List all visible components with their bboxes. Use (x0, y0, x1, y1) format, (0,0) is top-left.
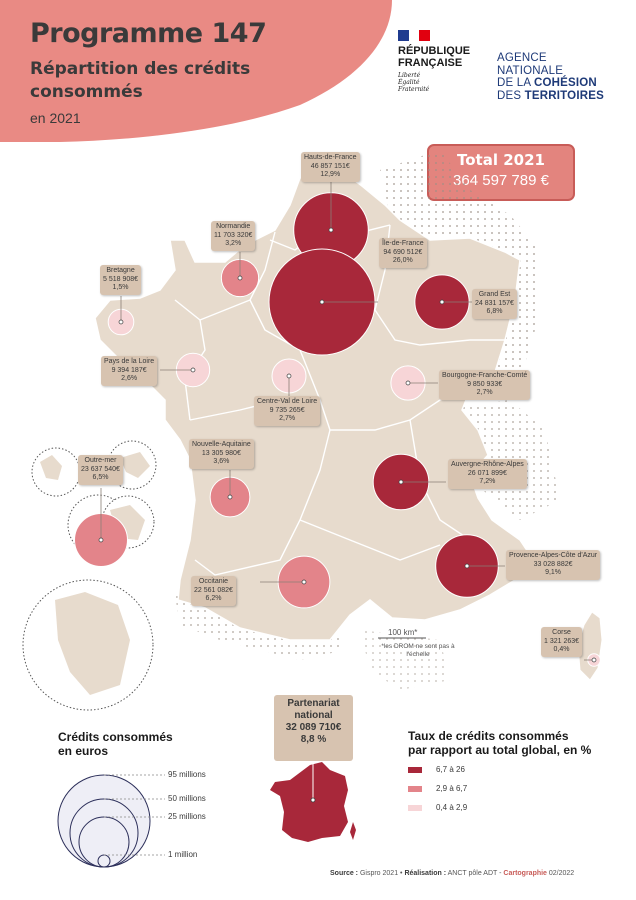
anct-line1: AGENCE (497, 52, 547, 64)
rf-line2: FRANÇAISE (398, 57, 463, 69)
label-pays-de-la-loire: Pays de la Loire 9 394 187€ 2,6% (101, 356, 158, 386)
legend-size-50: 50 millions (168, 794, 206, 803)
partenariat-national-box: Partenariat national 32 089 710€ 8,8 % (274, 695, 353, 761)
legend-size-circles (57, 774, 165, 868)
legend-color-low: 0,4 à 2,9 (436, 803, 468, 812)
symbol-center-dot (190, 367, 196, 373)
legend-size-95: 95 millions (168, 770, 206, 779)
symbol-center-dot (439, 299, 445, 305)
label-centre-val-de-loire: Centre-Val de Loire 9 735 265€ 2,7% (254, 396, 321, 426)
partenariat-line1: Partenariat (287, 698, 340, 709)
label-grand-est: Grand Est 24 831 157€ 6,8% (472, 289, 517, 319)
legend-color-title: Taux de crédits consommés par rapport au … (408, 729, 592, 757)
label-corse: Corse 1 321 263€ 0,4% (541, 627, 583, 657)
legend-color-high: 6,7 à 26 (436, 765, 465, 774)
legend-swatch-high (408, 767, 422, 773)
anct-line2: NATIONALE (497, 64, 564, 77)
partenariat-share: 8,8 % (300, 734, 327, 745)
legend-size-25: 25 millions (168, 812, 206, 821)
label-bourgogne-franche-comte: Bourgogne-Franche-Comté 9 850 933€ 2,7% (439, 370, 531, 400)
label-ile-de-france: Île-de-France 94 690 512€ 26,0% (379, 238, 427, 268)
label-outre-mer: Outre-mer 23 637 540€ 6,5% (78, 455, 123, 485)
rf-motto-1: Liberté (398, 72, 421, 79)
label-auvergne-rhone-alpes: Auvergne-Rhône-Alpes 26 071 899€ 7,2% (448, 459, 527, 489)
symbol-center-dot (227, 494, 233, 500)
legend-swatch-mid (408, 786, 422, 792)
symbol-center-dot (464, 563, 470, 569)
map-year: en 2021 (30, 110, 81, 126)
label-occitanie: Occitanie 22 561 082€ 6,2% (191, 576, 236, 606)
scale-note: *les DROM ne sont pas à l'échelle (381, 643, 455, 658)
map-title: Programme 147 (30, 18, 267, 49)
symbol-center-dot (328, 227, 334, 233)
symbol-center-dot (237, 275, 243, 281)
anct-line3b: COHÉSION (534, 77, 597, 89)
symbol-center-dot (98, 537, 104, 543)
rf-motto-3: Fraternité (398, 86, 430, 93)
partenariat-line2: national (294, 710, 333, 721)
symbol-center-dot (319, 299, 325, 305)
map-subtitle: Répartition des crédits consommés (30, 59, 251, 102)
label-normandie: Normandie 11 703 320€ 3,2% (211, 221, 256, 251)
legend-color-mid: 2,9 à 6,7 (436, 784, 468, 793)
label-bretagne: Bretagne 5 518 908€ 1,5% (100, 265, 142, 295)
scale-label: 100 km* (388, 628, 418, 637)
legend-size-title: Crédits consommés en euros (58, 730, 173, 758)
symbol-center-dot (301, 579, 307, 585)
legend-swatch-low (408, 805, 422, 811)
symbol-center-dot (118, 319, 124, 325)
rf-line1: RÉPUBLIQUE (398, 45, 471, 57)
label-nouvelle-aquitaine: Nouvelle-Aquitaine 13 305 980€ 3,6% (189, 439, 254, 469)
republique-francaise-logo: RÉPUBLIQUE FRANÇAISE Liberté Égalité Frater… (398, 30, 470, 93)
symbol-center-dot (398, 479, 404, 485)
sea-dots (360, 630, 450, 690)
anct-line3a: DE LA (497, 77, 534, 89)
total-box: Total 2021 364 597 789 € (427, 144, 575, 201)
rf-motto-2: Égalité (398, 79, 420, 86)
total-value: 364 597 789 € (453, 172, 549, 189)
source-line: Source : Gispro 2021 • Réalisation : ANC… (330, 870, 575, 877)
header-background (0, 0, 392, 142)
french-flag-icon (398, 30, 431, 41)
label-provence-alpes-cote-d-azur: Provence-Alpes-Côte d'Azur 33 028 882€ 9,1… (506, 550, 601, 580)
partenariat-france-icon (270, 762, 348, 842)
label-hauts-de-france: Hauts-de-France 46 857 151€ 12,9% (301, 152, 360, 182)
legend-size-1: 1 million (168, 850, 198, 859)
symbol-center-dot (591, 657, 597, 663)
anct-line4a: DES (497, 89, 525, 102)
symbol-center-dot (286, 373, 292, 379)
partenariat-amount: 32 089 710€ (285, 722, 342, 733)
anct-logo: AGENCE NATIONALE DE LA COHÉSION DES TERR… (497, 52, 604, 102)
symbol-center-dot (405, 380, 411, 386)
total-title: Total 2021 (457, 151, 545, 169)
anct-line4b: TERRITOIRES (524, 89, 604, 102)
